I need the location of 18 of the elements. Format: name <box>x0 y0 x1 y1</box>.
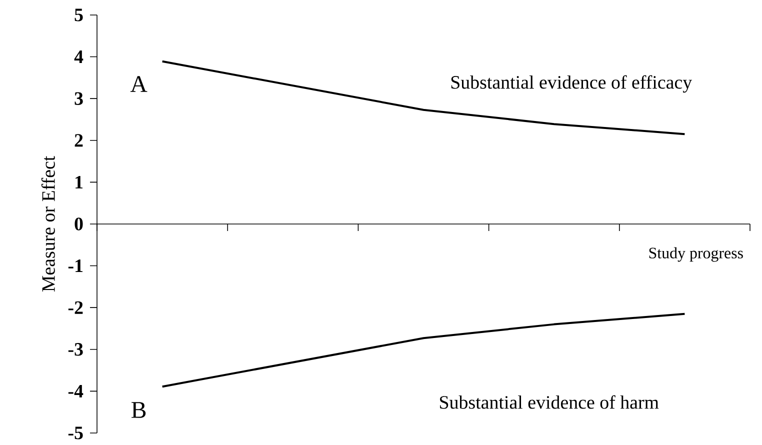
y-tick-label: 2 <box>74 134 83 147</box>
y-tick-label: 1 <box>76 176 83 188</box>
y-tick-label: 4 <box>74 50 84 64</box>
annotation: Substantial evidence of efficacy <box>451 75 692 93</box>
annotation: B <box>132 402 146 418</box>
line-series <box>161 312 686 388</box>
y-tick-label: -5 <box>68 426 83 440</box>
y-tick-label: -3 <box>68 343 83 356</box>
x-axis-title: Study progress <box>649 247 743 262</box>
y-tick-label: 0 <box>74 218 83 230</box>
annotation: Substantial evidence of harm <box>440 395 659 409</box>
y-tick-label: 5 <box>74 8 83 22</box>
y-axis-title: Measure or Effect <box>41 156 55 292</box>
y-tick-label: -1 <box>68 260 83 272</box>
y-tick-label: 3 <box>74 92 83 105</box>
y-tick-label: -4 <box>68 384 84 398</box>
annotation: A <box>130 76 148 92</box>
y-tick-label: -2 <box>68 301 83 314</box>
